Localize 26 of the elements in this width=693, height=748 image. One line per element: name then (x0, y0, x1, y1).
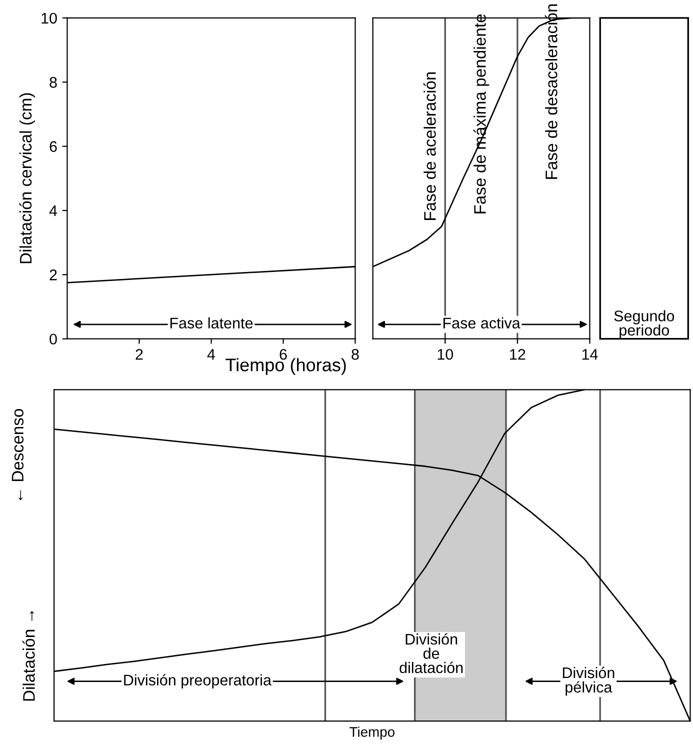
x-tick-label: 2 (136, 348, 143, 360)
x-tick-label: 4 (207, 349, 216, 360)
y-tick-label: 2 (50, 270, 57, 280)
x-axis-title: Tiempo (350, 726, 394, 740)
x-tick-label: 8 (352, 348, 359, 360)
annotation: División preoperatoria (124, 674, 272, 689)
y-tick-label: 4 (49, 206, 58, 216)
annotation: Fase de aceleración (423, 72, 436, 220)
y-axis-title: Dilatación → (22, 610, 35, 701)
y-tick-label: 6 (50, 141, 57, 152)
x-tick-label: 14 (582, 349, 598, 360)
y-tick-label: 10 (42, 12, 57, 24)
annotation: Fase latente (170, 317, 253, 329)
annotation: Fase de máxima pendiente (473, 14, 490, 214)
x-tick-label: 10 (438, 348, 454, 360)
text: ← Descenso (12, 408, 24, 500)
y-tick-label: 0 (50, 334, 57, 345)
x-tick-label: 6 (280, 348, 287, 360)
text: Segundo periodo (614, 310, 674, 339)
y-axis-title: Dilatación cervical (cm) (19, 93, 35, 264)
annotation: División de dilatación (400, 633, 463, 674)
annotation: Fase de desaceleración (544, 4, 558, 179)
x-tick-label: 12 (510, 348, 526, 360)
y-tick-label: 8 (50, 77, 57, 88)
annotation: División pélvica (562, 666, 614, 696)
annotation: Fase activa (443, 317, 520, 329)
